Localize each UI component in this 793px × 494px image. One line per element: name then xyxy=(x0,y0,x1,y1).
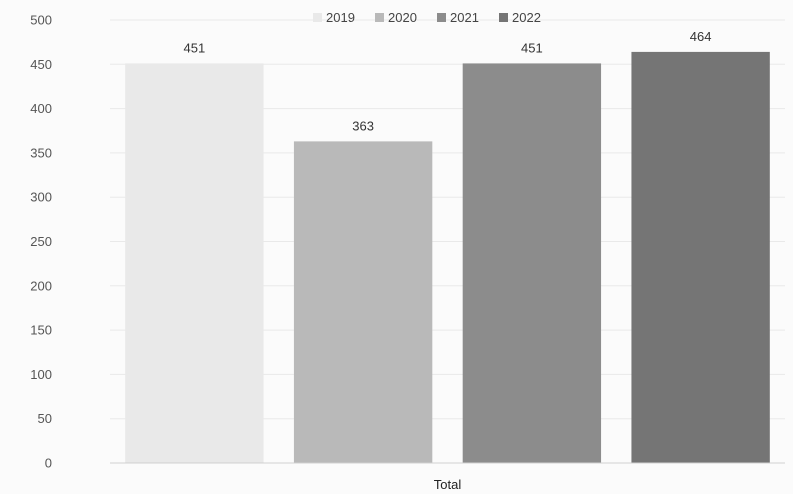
legend-swatch-2020 xyxy=(375,13,384,22)
x-category-label: Total xyxy=(434,477,462,492)
legend-swatch-2021 xyxy=(437,13,446,22)
legend-label-2021: 2021 xyxy=(450,10,479,25)
y-tick-label: 0 xyxy=(45,456,52,471)
y-tick-label: 250 xyxy=(30,234,52,249)
data-label-2022: 464 xyxy=(690,29,712,44)
y-tick-label: 400 xyxy=(30,101,52,116)
legend-label-2022: 2022 xyxy=(512,10,541,25)
data-label-2020: 363 xyxy=(352,118,374,133)
y-tick-label: 350 xyxy=(30,145,52,160)
bars xyxy=(125,51,770,464)
data-labels: 451 363 451 464 xyxy=(184,29,712,133)
y-tick-label: 150 xyxy=(30,323,52,338)
y-tick-label: 200 xyxy=(30,278,52,293)
y-tick-label: 50 xyxy=(38,411,52,426)
legend-label-2019: 2019 xyxy=(326,10,355,25)
y-tick-label: 300 xyxy=(30,190,52,205)
bar-2019 xyxy=(125,63,264,463)
y-tick-label: 100 xyxy=(30,367,52,382)
bar-2021 xyxy=(462,63,602,463)
legend-swatch-2019 xyxy=(313,13,322,22)
bar-2022 xyxy=(631,51,770,464)
legend: 2019 2020 2021 2022 xyxy=(313,10,541,25)
legend-swatch-2022 xyxy=(499,13,508,22)
legend-label-2020: 2020 xyxy=(388,10,417,25)
bar-2020 xyxy=(293,141,433,463)
data-label-2019: 451 xyxy=(184,40,206,55)
y-axis: 0 50 100 150 200 250 300 350 400 450 500 xyxy=(30,13,52,471)
y-tick-label: 450 xyxy=(30,57,52,72)
y-tick-label: 500 xyxy=(30,13,52,28)
data-label-2021: 451 xyxy=(521,40,543,55)
